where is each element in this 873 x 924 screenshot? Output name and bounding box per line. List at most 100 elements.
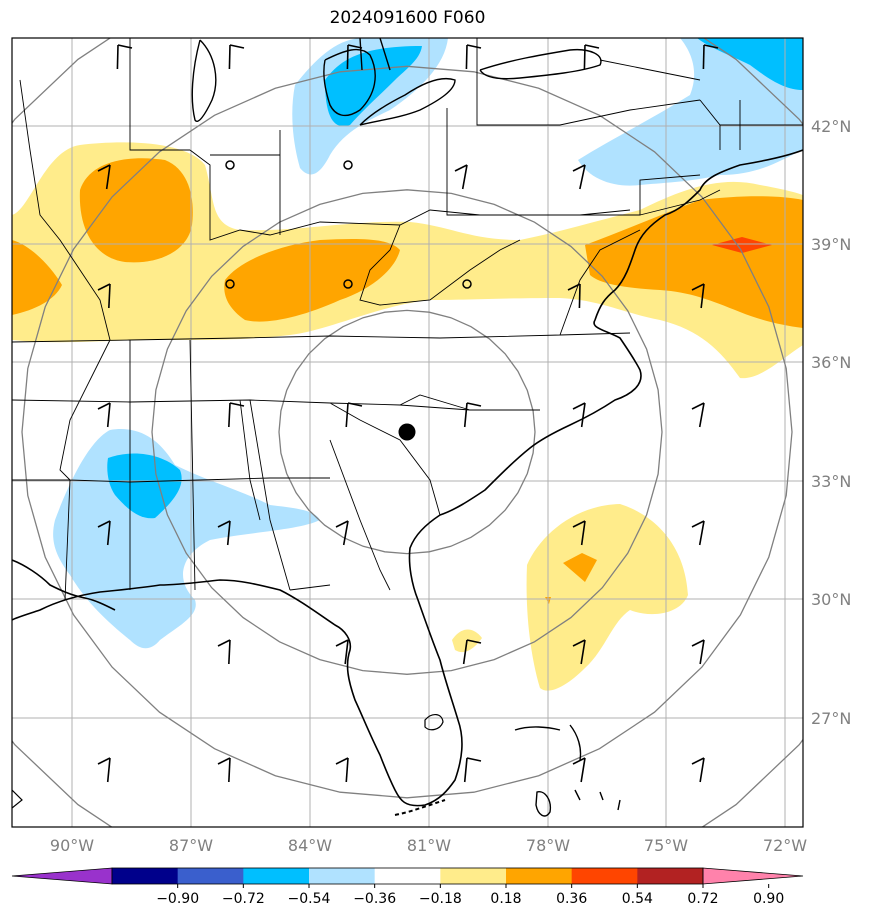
range-ring (278, 309, 536, 555)
latitude-labels: 42°N 39°N 36°N 33°N 30°N 27°N (811, 117, 851, 728)
longitude-label: 81°W (407, 836, 451, 855)
longitude-labels: 90°W 87°W 84°W 81°W 78°W 75°W 72°W (50, 836, 807, 855)
wind-barb (583, 44, 600, 70)
wind-barb (462, 639, 482, 665)
wind-barb (465, 44, 482, 70)
center-marker (398, 423, 416, 441)
wind-barb (97, 402, 111, 428)
wind-barb (567, 283, 581, 309)
latitude-label: 36°N (811, 353, 851, 372)
colorbar-tick-label: −0.90 (156, 891, 199, 907)
longitude-label: 90°W (50, 836, 94, 855)
latitude-label: 30°N (811, 590, 851, 609)
positive-orange-east (585, 196, 803, 328)
wind-barb (346, 44, 363, 70)
wind-barb (335, 639, 349, 665)
map-frame (11, 37, 804, 828)
wind-barb (572, 757, 586, 783)
colorbar-tick-label: −0.54 (288, 891, 331, 907)
wind-barb (572, 402, 586, 428)
shaded-field (12, 38, 803, 691)
colorbar-segment (243, 868, 310, 884)
wind-barb (228, 44, 245, 70)
negative-gulf (53, 429, 320, 649)
positive-offshore (526, 504, 688, 691)
east-coastline (12, 149, 803, 807)
colorbar-tick-label: 0.18 (490, 891, 521, 907)
calm-marker (343, 160, 353, 170)
wind-barb (335, 757, 349, 783)
longitude-label: 87°W (169, 836, 213, 855)
negative-northeast (578, 38, 803, 186)
colorbar: −0.90 −0.72 −0.54 −0.36 −0.18 0.18 0.36 0.54 0.7… (11, 867, 804, 907)
colorbar-segment (374, 868, 441, 884)
wind-barb (345, 402, 363, 428)
negative-great-lakes (292, 38, 448, 175)
keys (394, 799, 446, 816)
range-ring (21, 65, 793, 799)
colorbar-segment (177, 868, 244, 884)
calm-marker (225, 279, 235, 289)
colorbar-segment (440, 868, 507, 884)
calm-marker (343, 279, 353, 289)
wind-barb (463, 402, 482, 428)
wind-barb (702, 44, 719, 70)
wind-barb (217, 520, 231, 546)
colorbar-tick-label: 0.54 (622, 891, 653, 907)
colorbar-tick-label: 0.90 (753, 891, 784, 907)
positive-orange-central (224, 239, 400, 322)
graticule (12, 38, 803, 827)
longitude-label: 84°W (288, 836, 332, 855)
wind-barb (691, 757, 705, 783)
boundaries (12, 38, 803, 817)
latitude-label: 42°N (811, 117, 851, 136)
colorbar-tick-label: −0.18 (419, 891, 462, 907)
positive-orange-edge (12, 240, 62, 315)
wind-barb (691, 520, 705, 546)
longitude-label: 75°W (644, 836, 688, 855)
wind-barb (691, 639, 705, 665)
wind-barbs (97, 44, 719, 783)
wind-barb (217, 639, 231, 665)
colorbar-outline (111, 867, 704, 885)
colorbar-tick-label: −0.72 (222, 891, 265, 907)
range-ring (151, 189, 663, 675)
colorbar-extend-high (702, 867, 804, 885)
wind-barb (97, 283, 111, 309)
wind-barb (217, 757, 231, 783)
wind-barb (97, 520, 111, 546)
wind-barb (691, 283, 705, 309)
wind-barb (454, 164, 468, 190)
colorbar-segment (506, 868, 573, 884)
great-lakes (191, 38, 602, 126)
negative-gulf-mid (107, 453, 182, 519)
longitude-label: 78°W (526, 836, 570, 855)
bahamas (514, 724, 621, 817)
wind-barb (572, 520, 586, 546)
latitude-label: 27°N (811, 709, 851, 728)
colorbar-extend-low (11, 867, 113, 885)
wind-barb (97, 164, 111, 190)
wind-barb (572, 164, 586, 190)
longitude-label: 72°W (763, 836, 807, 855)
wind-barb (691, 402, 705, 428)
lake-okeechobee (424, 714, 444, 731)
wind-barb (463, 757, 482, 783)
colorbar-tick-label: 0.36 (556, 891, 587, 907)
wind-barb (97, 757, 111, 783)
wind-barb (116, 44, 133, 70)
state-lines (12, 38, 803, 601)
colorbar-segment (309, 868, 376, 884)
colorbar-tick-label: −0.36 (353, 891, 396, 907)
positive-offshore-orange (563, 553, 597, 582)
small-island (12, 789, 23, 809)
colorbar-segment (112, 868, 179, 884)
calm-marker (462, 279, 472, 289)
wind-barb (572, 639, 586, 665)
wind-barb (228, 402, 245, 428)
wind-barb (335, 520, 349, 546)
colorbar-segment (571, 868, 638, 884)
positive-red-east (712, 237, 772, 253)
